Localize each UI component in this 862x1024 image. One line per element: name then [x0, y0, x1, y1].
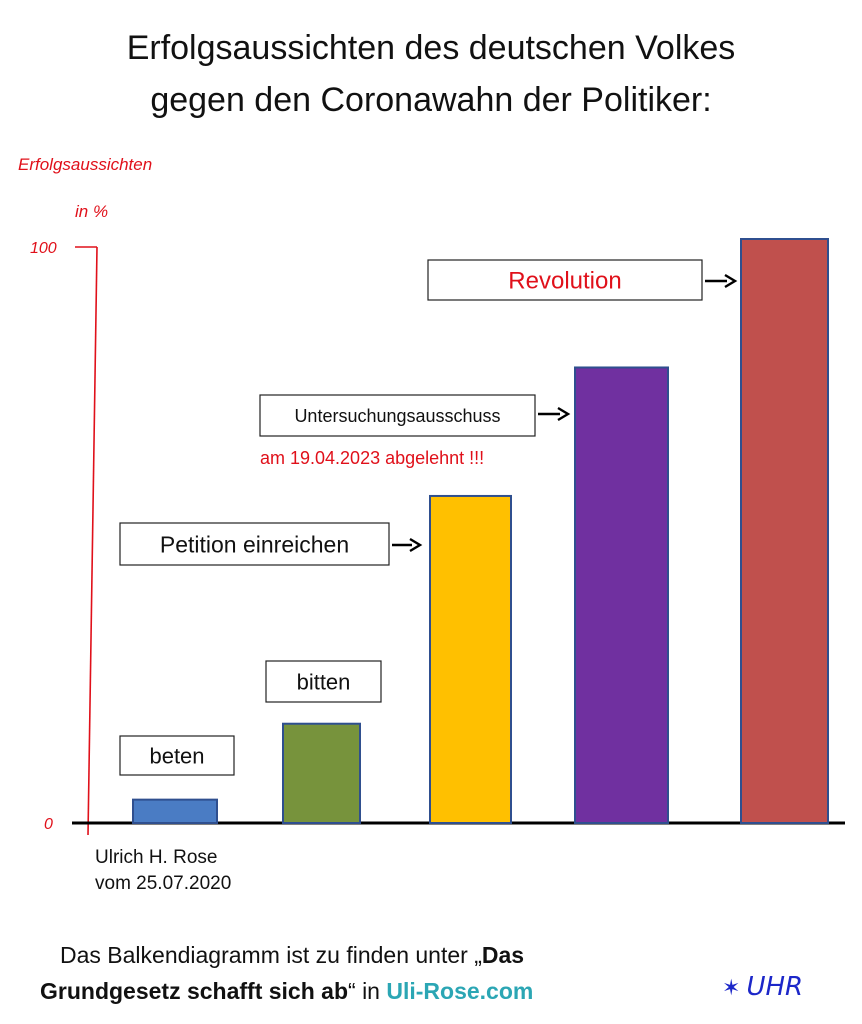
bar-4 [574, 366, 669, 824]
y-axis-line [87, 246, 98, 836]
bar-5 [740, 238, 829, 824]
star-icon: ✶ [722, 976, 741, 1001]
y-tick-label-0: 0 [44, 816, 53, 833]
title-line-2: gegen den Coronawahn der Politiker: [150, 81, 712, 119]
footer-line-1: Das Balkendiagramm ist zu finden unter „… [60, 938, 524, 972]
category-label-1: beten [149, 743, 204, 768]
category-label-5: Revolution [508, 268, 621, 295]
category-label-4: Untersuchungsausschuss [294, 406, 500, 426]
y-axis-label-line-2: in % [75, 202, 108, 221]
label-box-2 [265, 660, 382, 703]
bar-1 [132, 798, 218, 825]
footer-text-1: Das Balkendiagramm ist zu finden unter „ [60, 942, 482, 968]
annotation-rejected: am 19.04.2023 abgelehnt !!! [260, 448, 484, 468]
uhr-logo: ✶ UHR [722, 972, 803, 1002]
label-box-4 [259, 394, 536, 437]
footer-bold-2: Grundgesetz schafft sich ab [40, 978, 349, 1004]
bar-3 [429, 494, 512, 824]
logo-text: UHR [746, 972, 804, 1002]
y-axis-label-line-1: Erfolgsaussichten [18, 155, 152, 174]
label-box-5 [427, 259, 703, 301]
label-box-3 [119, 522, 390, 566]
site-link[interactable]: Uli-Rose.com [386, 978, 534, 1004]
arrow-head-4 [557, 406, 571, 422]
author-date: vom 25.07.2020 [95, 873, 231, 894]
chart-title: Erfolgsaussichten des deutschen Volkes g… [0, 22, 862, 126]
arrow-head-5 [724, 273, 738, 289]
footer-line-2: Grundgesetz schafft sich ab“ in Uli-Rose… [40, 974, 533, 1008]
title-line-1: Erfolgsaussichten des deutschen Volkes [126, 29, 736, 67]
y-tick-label-100: 100 [30, 240, 57, 257]
bar-2 [282, 722, 361, 824]
footer-bold-1: Das [481, 942, 525, 968]
author-name: Ulrich H. Rose [95, 847, 217, 868]
bar-chart: Erfolgsaussichten in % 100 0 beten bitten P… [18, 155, 845, 894]
label-box-1 [119, 735, 235, 776]
category-label-3: Petition einreichen [160, 531, 349, 557]
footer-text-2: “ in [348, 978, 387, 1004]
arrow-head-3 [409, 537, 423, 553]
category-label-2: bitten [297, 669, 351, 694]
